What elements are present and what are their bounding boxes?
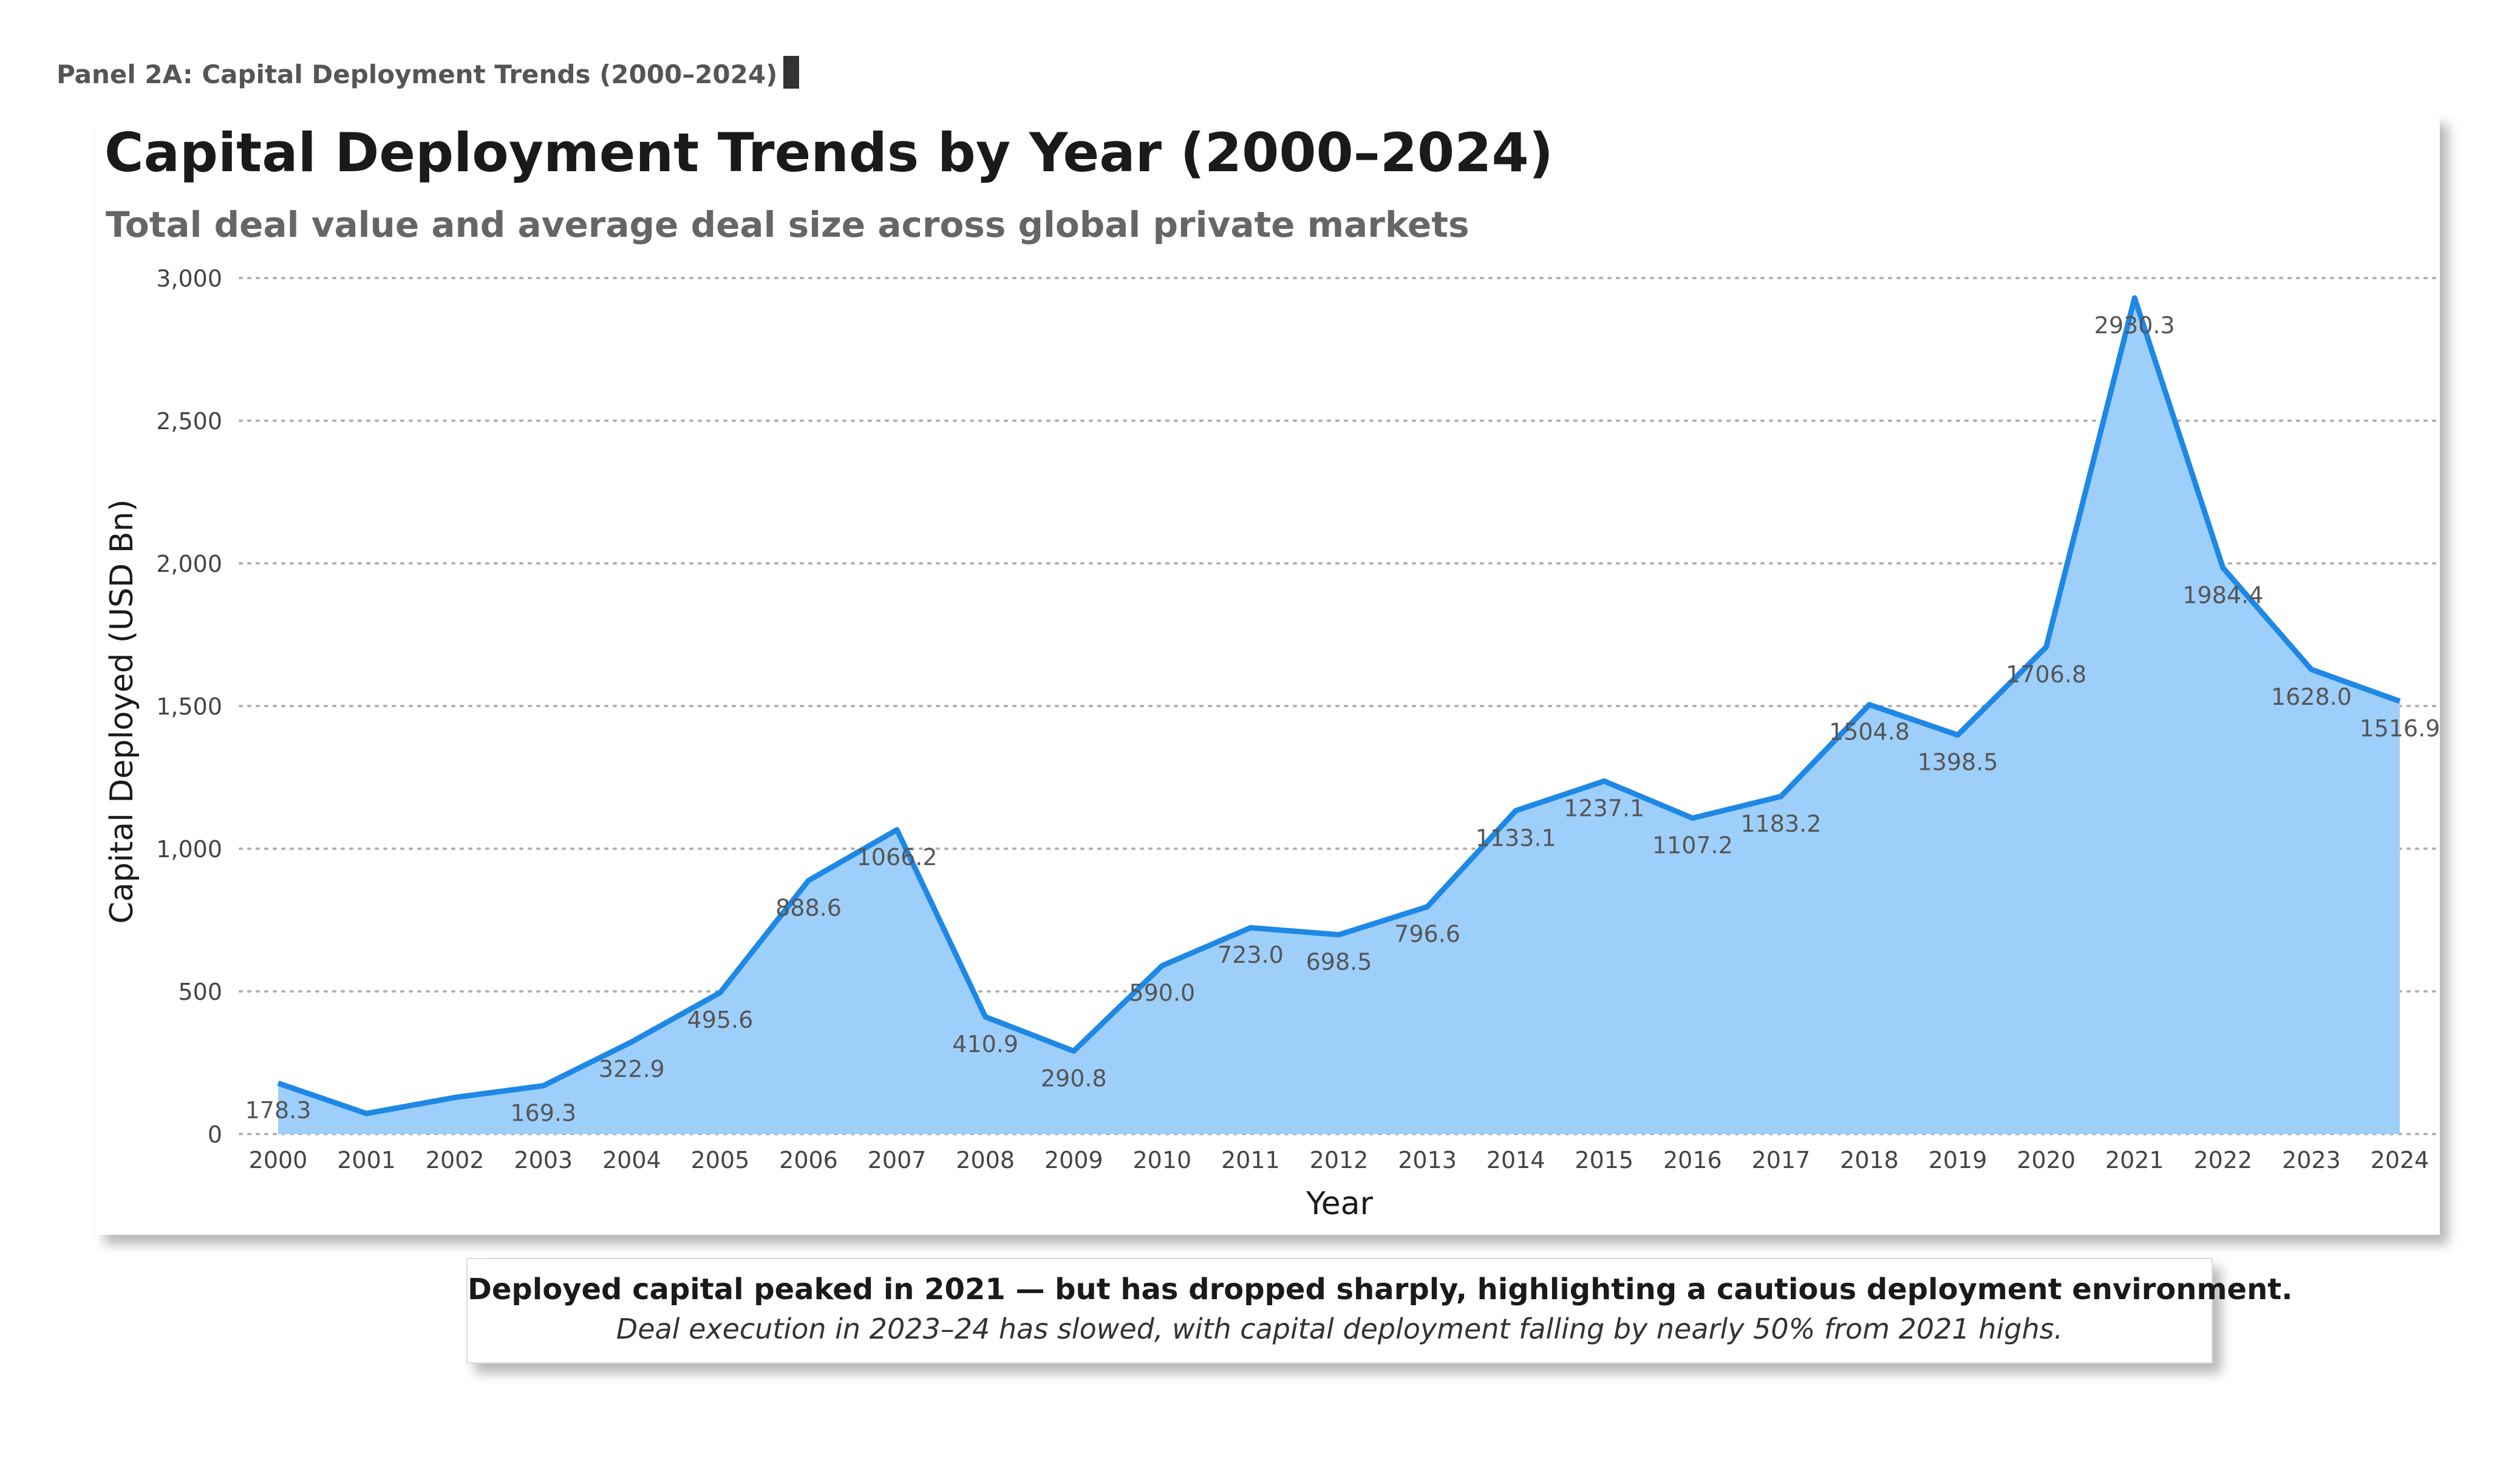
x-tick-label: 2024 <box>2371 1147 2430 1173</box>
callout-headline: Deployed capital peaked in 2021 — but ha… <box>468 1272 2293 1306</box>
data-label: 698.5 <box>1306 949 1372 976</box>
y-tick-label: 3,000 <box>156 265 222 292</box>
x-tick-label: 2017 <box>1752 1147 1811 1173</box>
x-tick-label: 2022 <box>2193 1147 2252 1173</box>
data-label: 1628.0 <box>2271 684 2352 710</box>
x-tick-label: 2000 <box>249 1147 308 1173</box>
data-label: 1183.2 <box>1740 810 1821 837</box>
data-label: 169.3 <box>510 1099 576 1126</box>
data-label: 1237.1 <box>1564 795 1644 822</box>
y-tick-label: 0 <box>208 1121 222 1148</box>
y-tick-label: 2,000 <box>156 551 222 577</box>
x-tick-label: 2004 <box>602 1147 661 1173</box>
data-label: 723.0 <box>1217 942 1284 968</box>
y-axis-ticks: 0 500 1,000 1,500 2,000 2,500 3,000 <box>156 265 222 1148</box>
x-tick-label: 2019 <box>1929 1147 1987 1173</box>
data-label: 796.6 <box>1394 921 1460 948</box>
data-label: 590.0 <box>1129 980 1195 1007</box>
y-tick-label: 1,500 <box>156 693 222 720</box>
x-tick-label: 2012 <box>1310 1147 1369 1173</box>
x-tick-label: 2007 <box>868 1147 927 1173</box>
data-label: 495.6 <box>687 1007 754 1033</box>
area-fill <box>278 297 2400 1134</box>
x-tick-label: 2002 <box>426 1147 485 1173</box>
insight-callout: Deployed capital peaked in 2021 — but ha… <box>466 1258 2293 1364</box>
data-label: 888.6 <box>775 894 842 921</box>
x-tick-label: 2016 <box>1663 1147 1722 1173</box>
data-label: 178.3 <box>245 1097 312 1124</box>
x-tick-label: 2006 <box>779 1147 838 1173</box>
x-tick-label: 2011 <box>1221 1147 1280 1173</box>
x-axis-title: Year <box>1306 1186 1374 1222</box>
data-label: 290.8 <box>1041 1065 1107 1092</box>
x-tick-label: 2018 <box>1840 1147 1899 1173</box>
chart-title: Capital Deployment Trends by Year (2000–… <box>104 121 1553 184</box>
x-tick-label: 2008 <box>956 1147 1015 1173</box>
data-label: 1133.1 <box>1476 824 1556 851</box>
y-tick-label: 1,000 <box>156 836 222 863</box>
x-tick-label: 2009 <box>1044 1147 1103 1173</box>
callout-detail: Deal execution in 2023–24 has slowed, wi… <box>616 1313 2063 1345</box>
data-label: 2930.3 <box>2094 312 2175 339</box>
data-label: 1107.2 <box>1652 832 1733 859</box>
data-label: 1066.2 <box>857 844 938 871</box>
x-tick-label: 2023 <box>2282 1147 2341 1173</box>
x-tick-label: 2010 <box>1132 1147 1191 1173</box>
panel-marker-icon <box>783 56 799 89</box>
panel-label: Panel 2A: Capital Deployment Trends (200… <box>56 59 778 89</box>
x-tick-label: 2001 <box>337 1147 396 1173</box>
y-tick-label: 500 <box>178 979 222 1005</box>
y-axis-title: Capital Deployed (USD Bn) <box>104 499 140 923</box>
series-line <box>277 295 2401 1116</box>
data-labels: 178.3 169.3 322.9 495.6 888.6 1066.2 410.9 290.… <box>245 312 2440 1127</box>
data-label: 1504.8 <box>1829 719 1910 745</box>
x-tick-label: 2014 <box>1486 1147 1545 1173</box>
x-tick-label: 2003 <box>514 1147 573 1173</box>
data-label: 1984.4 <box>2182 582 2263 608</box>
y-tick-label: 2,500 <box>156 408 222 435</box>
data-label: 410.9 <box>952 1031 1018 1058</box>
x-tick-label: 2020 <box>2017 1147 2076 1173</box>
data-label: 322.9 <box>599 1056 665 1082</box>
x-axis-ticks: 2000 2001 2002 2003 2004 2005 2006 2007 2008 2009… <box>249 1147 2430 1173</box>
x-tick-label: 2005 <box>691 1147 750 1173</box>
x-tick-label: 2013 <box>1398 1147 1457 1173</box>
x-tick-label: 2015 <box>1575 1147 1633 1173</box>
data-label: 1516.9 <box>2360 715 2440 742</box>
x-tick-label: 2021 <box>2105 1147 2164 1173</box>
chart-subtitle: Total deal value and average deal size a… <box>106 204 1469 245</box>
data-label: 1706.8 <box>2006 661 2086 688</box>
data-label: 1398.5 <box>1918 749 1998 776</box>
